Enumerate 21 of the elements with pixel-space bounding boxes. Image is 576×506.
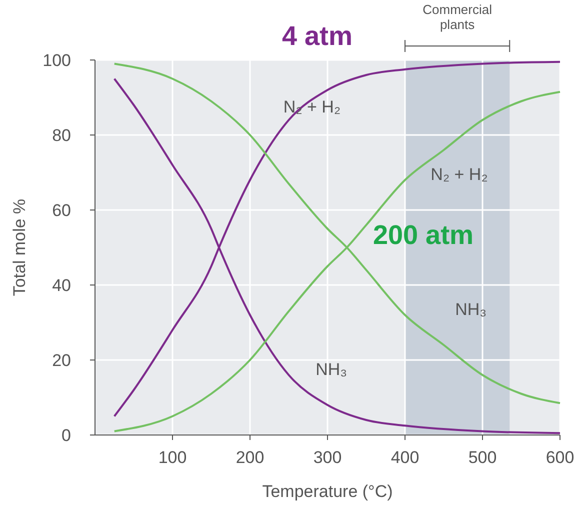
series-label: NH₃ xyxy=(455,300,487,319)
x-tick-label: 600 xyxy=(546,448,574,467)
series-label: NH₃ xyxy=(316,360,348,379)
text: 4 atm xyxy=(282,21,353,51)
series-label: N₂ + H₂ xyxy=(283,98,341,116)
y-tick-label: 20 xyxy=(52,351,71,370)
y-tick-label: 80 xyxy=(52,126,71,145)
x-tick-label: 500 xyxy=(468,448,497,467)
x-tick-label: 100 xyxy=(158,448,187,467)
annotation: 200 atm xyxy=(373,220,474,250)
y-tick-label: 60 xyxy=(52,201,71,220)
x-tick-label: 200 xyxy=(236,448,264,467)
x-axis-title: Temperature (°C) xyxy=(262,482,393,501)
y-tick-label: 40 xyxy=(52,276,71,295)
x-tick-label: 400 xyxy=(390,448,420,467)
x-tick-label: 300 xyxy=(313,448,342,467)
y-axis-title: Total mole % xyxy=(10,198,29,296)
y-tick-label: 0 xyxy=(62,426,71,445)
y-tick-label: 100 xyxy=(42,51,71,70)
series-label: N₂ + H₂ xyxy=(430,165,488,184)
band-label: Commercial plants xyxy=(422,2,493,32)
